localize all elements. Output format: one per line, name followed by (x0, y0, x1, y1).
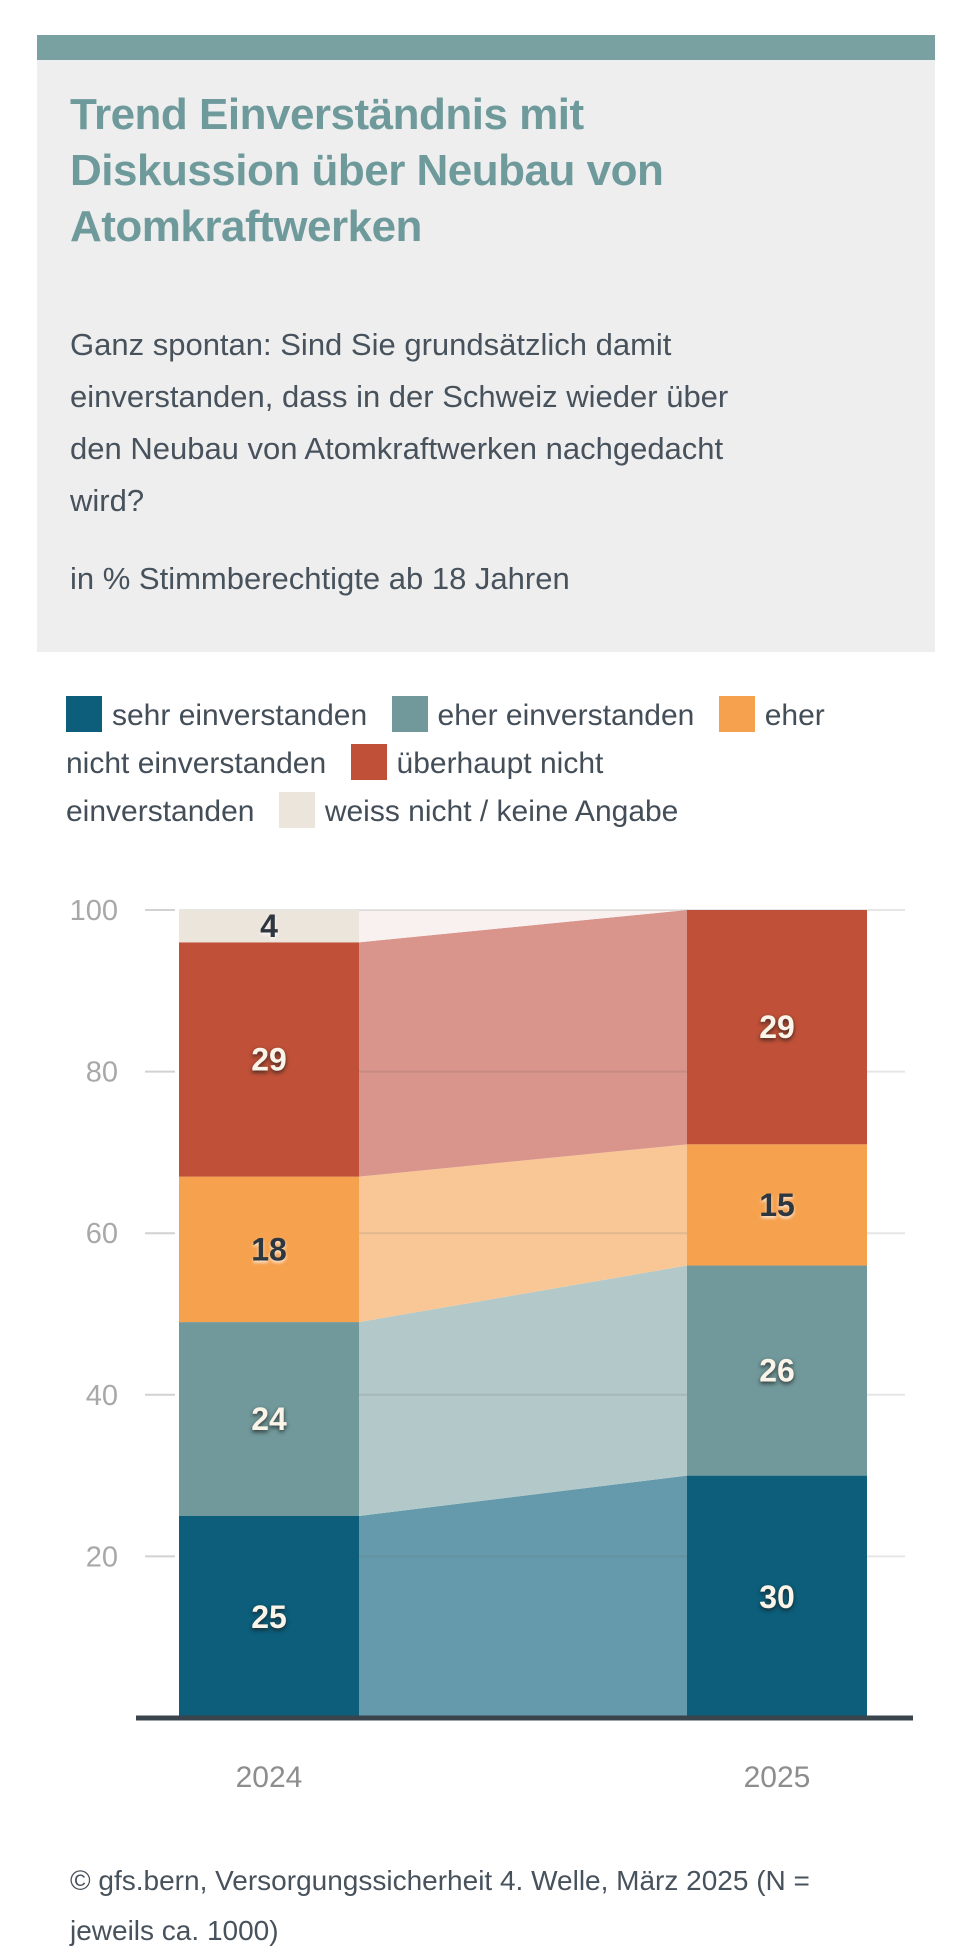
y-tick-label: 60 (86, 1218, 118, 1250)
bar-value-label: 4 (260, 908, 278, 944)
legend-swatch-icon (66, 696, 102, 732)
y-tick-label: 100 (70, 895, 118, 927)
bar-segment (687, 910, 867, 1145)
bar-segment (687, 1475, 867, 1718)
legend-item: überhaupt nicht einverstanden (66, 744, 604, 828)
transition-band (359, 910, 687, 943)
legend-label: eher nicht einverstanden (66, 699, 825, 780)
y-tick-label: 80 (86, 1057, 118, 1089)
legend-item: sehr einverstanden (66, 696, 383, 732)
bar-segment (179, 910, 359, 943)
bar-segment (687, 1265, 867, 1476)
legend-swatch-icon (391, 696, 428, 732)
legend-item: weiss nicht / keine Angabe (278, 792, 695, 828)
bar-segment (179, 942, 359, 1177)
x-axis-label: 2024 (236, 1761, 303, 1794)
source-note: © gfs.bern, Versorgungssicherheit 4. Wel… (70, 1865, 810, 1946)
bar-value-label: 18 (251, 1231, 287, 1267)
page-title: Trend Einverständnis mit Diskussion über… (70, 90, 664, 251)
bar-segment (179, 1516, 359, 1718)
legend-label: überhaupt nicht einverstanden (66, 747, 604, 828)
legend-swatch-icon (278, 792, 315, 828)
transition-band (359, 1475, 687, 1718)
bar-value-label: 29 (251, 1041, 287, 1077)
bar-value-label: 26 (759, 1353, 795, 1389)
y-tick-label: 40 (86, 1380, 118, 1412)
header-block: Trend Einverständnis mit Diskussion über… (37, 60, 935, 652)
bar-segment (179, 1322, 359, 1516)
y-tick-label: 20 (86, 1541, 118, 1573)
unit-note: in % Stimmberechtigte ab 18 Jahren (70, 561, 570, 596)
transition-band (359, 1265, 687, 1516)
transition-band (359, 1144, 687, 1323)
legend-label: sehr einverstanden (112, 699, 368, 732)
chart-legend: sehr einverstanden eher einverstanden eh… (66, 692, 936, 836)
x-axis-label: 2025 (744, 1761, 811, 1794)
stacked-bar-chart: 20 40 60 80 100 25 24 18 29 4 30 26 15 29 2024 2025 (0, 880, 971, 1800)
bar-value-label: 29 (759, 1009, 795, 1045)
legend-item: eher einverstanden (391, 696, 711, 732)
bar-segment (687, 1144, 867, 1266)
legend-label: eher einverstanden (437, 699, 695, 732)
bar-value-label: 15 (759, 1187, 795, 1223)
top-accent-bar (37, 35, 935, 60)
transition-band (359, 910, 687, 1177)
legend-item: eher nicht einverstanden (66, 696, 825, 780)
bar-value-label: 30 (759, 1579, 795, 1615)
legend-label: weiss nicht / keine Angabe (324, 795, 679, 828)
chart-canvas: 20 40 60 80 100 25 24 18 29 4 30 26 15 29 2024 2025 (70, 895, 913, 1794)
legend-swatch-icon (350, 744, 387, 780)
survey-question: Ganz spontan: Sind Sie grundsätzlich dam… (70, 327, 729, 518)
bar-value-label: 25 (251, 1599, 287, 1635)
bar-value-label: 24 (251, 1401, 287, 1437)
bar-segment (179, 1176, 359, 1323)
legend-swatch-icon (718, 696, 755, 732)
